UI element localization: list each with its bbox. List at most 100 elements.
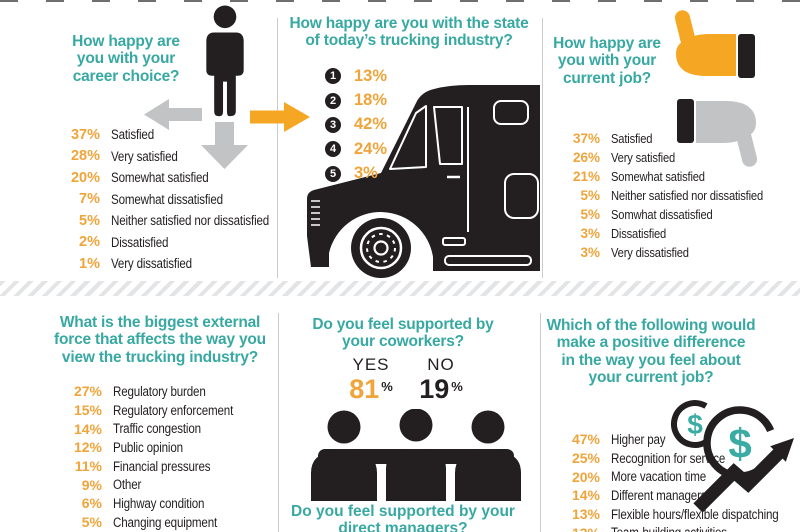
stat-percent: 37% <box>572 131 600 146</box>
yes-number: 81 <box>349 374 380 404</box>
stat-label: Regulatory burden <box>113 383 206 399</box>
rating-row: 1 13% <box>325 64 387 88</box>
stat-percent: 12% <box>73 439 102 456</box>
rating-row: 3 42% <box>325 113 387 137</box>
person-icon <box>199 5 251 121</box>
positive-difference-stats: 47% Higher pay 25% Recognition for service… <box>552 430 800 532</box>
title-line: in the way you feel about <box>561 351 741 369</box>
title-line: you with your <box>76 50 176 68</box>
yes-value: 81% <box>336 374 406 405</box>
stat-percent: 5% <box>580 188 600 203</box>
no-value: 19% <box>406 374 476 405</box>
coworkers-title: Do you feel supported by your coworkers? <box>278 316 528 351</box>
arrow-right-icon <box>250 102 310 132</box>
title-line: How happy are <box>72 33 180 50</box>
stat-label: Neither satisfied nor dissatisfied <box>111 213 270 229</box>
title-line: How happy are you with the state <box>289 15 529 32</box>
stat-row: 26% Very satisfied <box>552 148 788 167</box>
svg-text:$: $ <box>687 409 703 440</box>
stat-percent: 15% <box>73 402 102 419</box>
stat-row: 25% Recognition for service <box>552 449 800 468</box>
stat-label: Somewhat dissatisfied <box>111 191 223 207</box>
stat-label: More vacation time <box>611 469 706 485</box>
truck-icon <box>297 80 540 282</box>
hatch-divider <box>0 281 800 296</box>
stat-label: Very dissatisfied <box>111 256 192 272</box>
rating-percent: 24% <box>354 139 388 158</box>
arrow-down-icon <box>201 122 248 169</box>
stat-row: 9% Other <box>30 475 253 494</box>
stat-label: Higher pay <box>611 431 666 447</box>
stat-row: 13% Team-building activities <box>552 523 800 532</box>
stat-row: 20% More vacation time <box>552 467 800 486</box>
panel-career: How happy are you with your career choic… <box>0 0 310 281</box>
stat-percent: 20% <box>571 468 600 485</box>
panel-industry: How happy are you with the state of toda… <box>278 0 542 281</box>
panel-external-force: What is the biggest external force that … <box>0 296 278 532</box>
next-question-title: Do you feel supported by your direct man… <box>278 503 528 532</box>
positive-difference-title: Which of the following would make a posi… <box>526 317 776 387</box>
no-column: NO 19% <box>406 355 476 405</box>
career-stats: 37% Satisfied 28% Very satisfied 20% Somewh… <box>16 124 295 275</box>
top-edge-hatch-remnant <box>0 0 800 2</box>
stat-percent: 28% <box>70 148 100 165</box>
money-growth-icon: $ $ <box>658 396 798 514</box>
yes-column: YES 81% <box>336 355 406 405</box>
stat-label: Very satisfied <box>611 150 676 165</box>
stat-label: Changing equipment <box>113 514 218 530</box>
stat-label: Satisfied <box>111 127 154 143</box>
stat-percent: 13% <box>552 525 600 532</box>
rating-percent: 42% <box>354 115 388 134</box>
stat-label: Regulatory enforcement <box>113 402 234 418</box>
stat-label: Highway condition <box>113 495 205 511</box>
rating-percent: 13% <box>354 66 388 85</box>
stat-percent: 26% <box>572 150 600 165</box>
stat-row: 1% Very dissatisfied <box>16 253 295 275</box>
current-job-stats: 37% Satisfied 26% Very satisfied 21% Somewh… <box>552 129 788 262</box>
rating-row: 4 24% <box>325 137 387 161</box>
stat-row: 21% Somewhat satisfied <box>552 167 788 186</box>
title-line: your current job? <box>588 369 714 387</box>
stat-percent: 14% <box>73 420 102 437</box>
industry-title: How happy are you with the state of toda… <box>284 15 534 50</box>
external-force-stats: 27% Regulatory burden 15% Regulatory enfor… <box>30 382 253 532</box>
title-line: your coworkers? <box>342 333 464 351</box>
stat-label: Recognition for service <box>611 450 726 466</box>
stat-percent: 1% <box>79 255 100 272</box>
stat-row: 14% Traffic congestion <box>30 419 253 438</box>
rank-bullet-icon: 1 <box>325 68 341 85</box>
title-line: force that affects the way you <box>54 331 266 349</box>
panel-current-job: How happy are you with your current job? <box>542 0 800 281</box>
stat-row: 11% Financial pressures <box>30 457 253 476</box>
rating-row: 5 3% <box>325 162 387 186</box>
stat-percent: 14% <box>571 487 600 504</box>
stat-row: 27% Regulatory burden <box>30 382 253 401</box>
title-line: Do you feel supported by <box>312 316 494 333</box>
stat-label: Neither satisfied nor dissatisfied <box>611 188 763 203</box>
industry-ratings: 1 13% 2 18% 3 42% 4 24% 5 3% <box>325 64 387 186</box>
stat-percent: 37% <box>70 126 100 143</box>
stat-label: Dissatisfied <box>611 226 667 241</box>
stat-label: Very satisfied <box>111 148 178 164</box>
yes-label: YES <box>352 355 390 374</box>
svg-text:$: $ <box>728 420 751 467</box>
percent-sign: % <box>381 379 393 394</box>
title-line: view the trucking industry? <box>61 348 259 366</box>
stat-label: Financial pressures <box>113 458 211 474</box>
stat-row: 28% Very satisfied <box>16 146 295 168</box>
panel-coworkers: Do you feel supported by your coworkers? <box>278 296 540 532</box>
stat-row: 37% Satisfied <box>16 124 295 146</box>
stat-row: 3% Dissatisfied <box>552 224 788 243</box>
stat-label: Somewhat satisfied <box>111 170 209 186</box>
rank-bullet-icon: 4 <box>325 141 341 158</box>
title-line: Do you feel supported by your <box>291 503 515 520</box>
stat-row: 5% Changing equipment <box>30 513 253 532</box>
rank-bullet-icon: 3 <box>325 116 341 133</box>
stat-percent: 5% <box>79 212 100 229</box>
stat-percent: 6% <box>81 495 102 512</box>
stat-percent: 9% <box>81 476 102 493</box>
stat-percent: 13% <box>571 506 600 523</box>
stat-row: 37% Satisfied <box>552 129 788 148</box>
thumbs-down-icon <box>672 95 762 169</box>
